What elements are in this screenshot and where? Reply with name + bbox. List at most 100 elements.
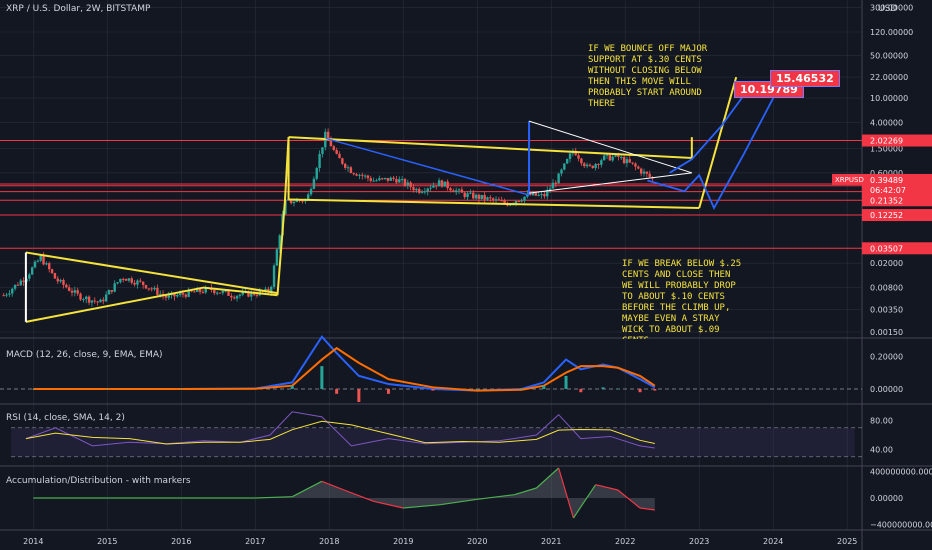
candle-body bbox=[440, 180, 444, 187]
macd-tick: 0.00000 bbox=[870, 385, 903, 394]
price-tick: 0.60000 bbox=[870, 169, 903, 178]
candle-body bbox=[196, 288, 199, 292]
candle-body bbox=[409, 182, 412, 188]
candle-body bbox=[278, 235, 281, 250]
level-label: 0.12252 bbox=[870, 211, 903, 220]
candle-body bbox=[8, 293, 11, 295]
candle-body bbox=[33, 261, 37, 268]
candle-body bbox=[287, 199, 290, 201]
time-tick: 2022 bbox=[615, 537, 635, 546]
candle-body bbox=[90, 300, 94, 303]
candle-body bbox=[454, 190, 458, 193]
macd-bar bbox=[335, 388, 339, 394]
candle-body bbox=[426, 188, 429, 192]
candle-body bbox=[187, 290, 190, 297]
candle-body bbox=[224, 290, 227, 292]
candle-body bbox=[213, 290, 216, 294]
candle-body bbox=[250, 292, 253, 297]
candle-body bbox=[341, 158, 344, 164]
macd-bar bbox=[520, 388, 524, 389]
candle-body bbox=[295, 199, 299, 203]
candle-body bbox=[568, 153, 572, 159]
candle-body bbox=[184, 294, 188, 297]
candle-body bbox=[548, 188, 552, 190]
candle-body bbox=[76, 290, 79, 294]
candle-body bbox=[178, 293, 182, 296]
candle-body bbox=[136, 280, 139, 285]
candle-body bbox=[608, 154, 612, 161]
candle-body bbox=[292, 202, 296, 204]
break-note: IF WE BREAK BELOW $.25 CENTS AND CLOSE T… bbox=[622, 259, 742, 339]
candle-body bbox=[275, 249, 279, 266]
candle-body bbox=[352, 173, 355, 175]
rsi-ma bbox=[25, 420, 655, 445]
candle-body bbox=[437, 180, 441, 187]
ad-segment bbox=[440, 498, 478, 506]
candle-body bbox=[270, 286, 273, 293]
macd-bar bbox=[616, 388, 620, 390]
candle-body bbox=[457, 189, 461, 191]
candle-body bbox=[67, 287, 71, 291]
candle-body bbox=[42, 255, 45, 265]
candle-body bbox=[102, 299, 105, 302]
candle-body bbox=[82, 299, 85, 301]
candle-body bbox=[349, 167, 353, 174]
candle-body bbox=[363, 175, 367, 177]
channel-bottom bbox=[288, 198, 700, 209]
candle-body bbox=[625, 159, 629, 164]
candle-body bbox=[386, 177, 390, 181]
candle-body bbox=[144, 285, 148, 289]
time-tick: 2016 bbox=[171, 537, 191, 546]
candle-body bbox=[554, 182, 557, 184]
candle-body bbox=[329, 138, 333, 147]
candle-body bbox=[122, 278, 125, 280]
candle-body bbox=[617, 154, 620, 157]
candle-body bbox=[65, 284, 68, 288]
candle-body bbox=[16, 284, 20, 286]
bar-countdown: 06:42:07 bbox=[870, 186, 906, 195]
ad-segment bbox=[343, 489, 374, 502]
candle-body bbox=[13, 284, 17, 289]
candle-body bbox=[597, 164, 600, 166]
ad-segment bbox=[403, 504, 441, 509]
macd-bar bbox=[564, 375, 568, 389]
ad-segment bbox=[536, 467, 560, 489]
level-label: 2.02269 bbox=[870, 137, 903, 146]
price-tick: 22.00000 bbox=[870, 73, 908, 82]
candle-body bbox=[241, 291, 244, 295]
rsi-tick: 40.00 bbox=[870, 446, 893, 455]
candle-body bbox=[528, 193, 532, 196]
candle-body bbox=[318, 153, 321, 169]
macd-bar bbox=[579, 388, 583, 393]
candle-body bbox=[472, 192, 475, 199]
triangle-upper-1 bbox=[25, 251, 278, 295]
candle-body bbox=[400, 179, 404, 181]
ad-segment bbox=[595, 484, 618, 491]
candle-body bbox=[637, 166, 640, 169]
candle-body bbox=[133, 282, 136, 285]
candle-body bbox=[380, 178, 384, 180]
candle-body bbox=[104, 294, 108, 302]
candle-body bbox=[62, 279, 65, 285]
macd-bar bbox=[386, 388, 390, 394]
macd-bar bbox=[542, 385, 546, 389]
time-tick: 2024 bbox=[763, 537, 783, 546]
wedge-upper-white bbox=[528, 120, 692, 174]
macd-bar bbox=[31, 388, 35, 390]
level-label-bg bbox=[862, 194, 932, 207]
currency-label: USD bbox=[878, 4, 898, 14]
candle-body bbox=[642, 171, 646, 174]
candle-body bbox=[233, 297, 236, 299]
candle-body bbox=[110, 290, 114, 292]
candle-body bbox=[127, 278, 131, 281]
candle-body bbox=[326, 131, 330, 139]
candle-body bbox=[580, 158, 583, 164]
candle-body bbox=[193, 291, 196, 293]
candle-body bbox=[517, 201, 520, 203]
candle-body bbox=[147, 288, 151, 290]
ad-segment bbox=[255, 496, 293, 499]
candle-body bbox=[602, 155, 606, 161]
ad-segment bbox=[291, 480, 323, 498]
candle-body bbox=[406, 182, 410, 186]
candle-body bbox=[30, 267, 34, 275]
